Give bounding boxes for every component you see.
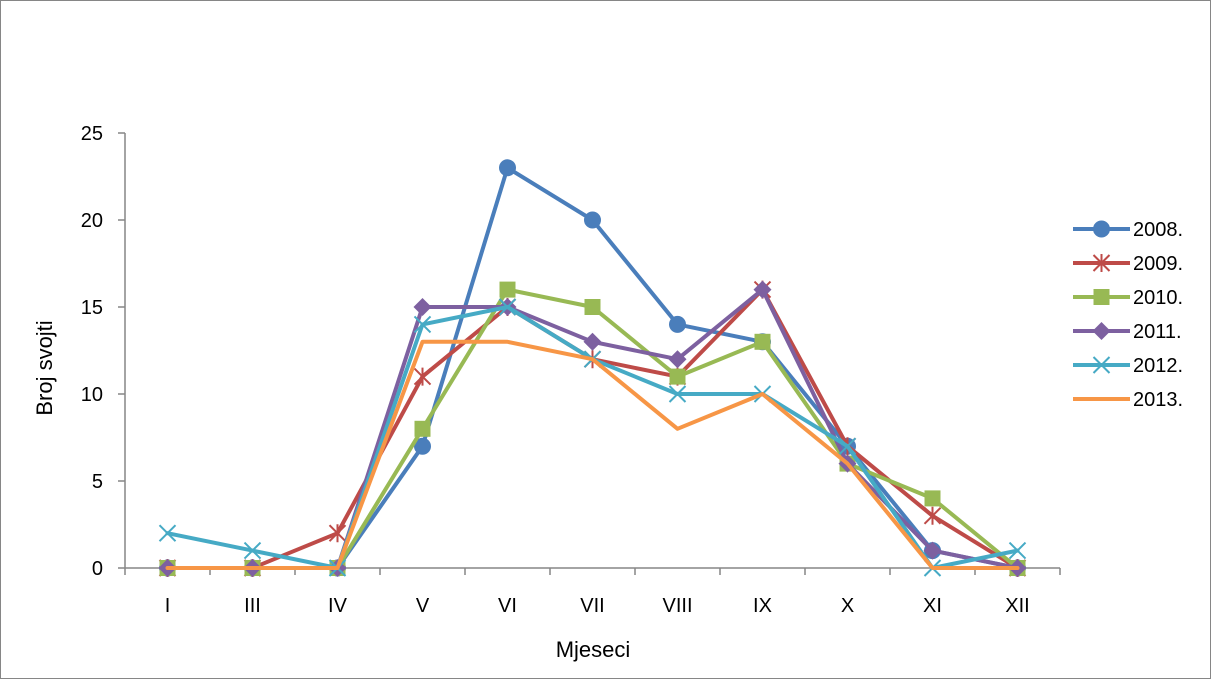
- marker-square: [499, 281, 516, 298]
- marker-x: [243, 541, 262, 560]
- marker-diamond: [583, 332, 602, 351]
- legend-item: 2008.: [1073, 219, 1183, 241]
- legend-item: 2011.: [1073, 321, 1182, 343]
- marker-x: [158, 524, 177, 542]
- y-tick-label: 25: [81, 123, 103, 145]
- x-tick-label: VII: [580, 595, 604, 617]
- marker-x: [668, 385, 687, 403]
- marker-x: [243, 541, 262, 560]
- legend-label: 2011.: [1133, 321, 1182, 343]
- marker-diamond: [1092, 322, 1111, 340]
- x-tick-label: VI: [498, 595, 517, 617]
- marker-x: [498, 298, 517, 316]
- x-tick-label: VIII: [662, 595, 692, 617]
- legend: 2008. 2009. 2010. 2011. 2012. 2013.: [1073, 219, 1183, 411]
- marker-square: [669, 368, 686, 385]
- marker-square: [1093, 289, 1110, 305]
- marker-square: [499, 281, 516, 298]
- marker-diamond: [413, 298, 432, 316]
- marker-asterisk: [1092, 254, 1111, 272]
- marker-circle: [669, 315, 686, 333]
- y-axis-title: Broj svojti: [32, 320, 57, 415]
- marker-asterisk: [1092, 254, 1111, 272]
- legend-label: 2012.: [1133, 355, 1183, 377]
- marker-circle: [1093, 220, 1110, 238]
- series-layer: [158, 159, 1027, 577]
- marker-x: [1092, 356, 1111, 374]
- marker-diamond: [923, 541, 942, 560]
- marker-square: [414, 420, 431, 437]
- marker-circle: [584, 211, 601, 229]
- marker-circle: [584, 211, 601, 229]
- marker-square: [584, 299, 601, 315]
- x-tick-label: XI: [923, 595, 942, 617]
- marker-square: [584, 299, 601, 315]
- marker-circle: [414, 437, 431, 455]
- marker-square: [754, 333, 771, 350]
- marker-asterisk: [328, 524, 347, 543]
- x-tick-label: III: [244, 595, 261, 617]
- marker-diamond: [753, 280, 772, 299]
- marker-circle: [669, 315, 686, 333]
- marker-x: [838, 437, 857, 455]
- marker-x: [668, 385, 687, 403]
- marker-square: [414, 420, 431, 437]
- series-5: [165, 339, 1020, 570]
- marker-circle: [499, 159, 516, 177]
- marker-x: [413, 315, 432, 334]
- x-tick-label: X: [841, 595, 854, 617]
- legend-item: 2012.: [1073, 355, 1183, 377]
- marker-asterisk: [923, 506, 942, 525]
- marker-diamond: [923, 541, 942, 560]
- legend-label: 2010.: [1133, 287, 1183, 309]
- marker-diamond: [668, 350, 687, 369]
- marker-diamond: [1092, 322, 1111, 340]
- y-tick-label: 15: [81, 297, 103, 319]
- x-tick-label: IV: [328, 595, 348, 617]
- marker-diamond: [668, 350, 687, 369]
- marker-square: [1093, 289, 1110, 305]
- marker-asterisk: [328, 524, 347, 543]
- marker-x: [413, 315, 432, 334]
- marker-x: [158, 524, 177, 542]
- marker-square: [754, 333, 771, 350]
- marker-square: [924, 490, 941, 507]
- x-tick-label: V: [416, 595, 430, 617]
- marker-x: [1092, 356, 1111, 374]
- marker-circle: [414, 437, 431, 455]
- y-tick-label: 0: [92, 558, 103, 580]
- marker-diamond: [583, 332, 602, 351]
- marker-asterisk: [923, 506, 942, 525]
- y-tick-label: 10: [81, 384, 103, 406]
- series-line: [165, 339, 1020, 570]
- x-tick-label: I: [165, 595, 171, 617]
- marker-x: [498, 298, 517, 316]
- y-tick-label: 5: [92, 471, 103, 493]
- x-tick-label: XII: [1005, 595, 1029, 617]
- marker-circle: [1093, 220, 1110, 238]
- legend-label: 2009.: [1133, 253, 1183, 275]
- legend-label: 2008.: [1133, 219, 1183, 241]
- marker-diamond: [753, 280, 772, 299]
- marker-asterisk: [413, 367, 432, 386]
- marker-x: [1008, 541, 1027, 560]
- legend-item: 2010.: [1073, 287, 1183, 309]
- marker-square: [924, 490, 941, 507]
- legend-item: 2009.: [1073, 253, 1183, 275]
- marker-diamond: [413, 298, 432, 316]
- marker-x: [1008, 541, 1027, 560]
- legend-item: 2013.: [1073, 389, 1183, 411]
- marker-circle: [499, 159, 516, 177]
- marker-square: [669, 368, 686, 385]
- legend-label: 2013.: [1133, 389, 1183, 411]
- x-axis-title: Mjeseci: [556, 637, 631, 662]
- x-tick-label: IX: [753, 595, 772, 617]
- marker-asterisk: [413, 367, 432, 386]
- marker-x: [838, 437, 857, 455]
- y-tick-label: 20: [81, 210, 103, 232]
